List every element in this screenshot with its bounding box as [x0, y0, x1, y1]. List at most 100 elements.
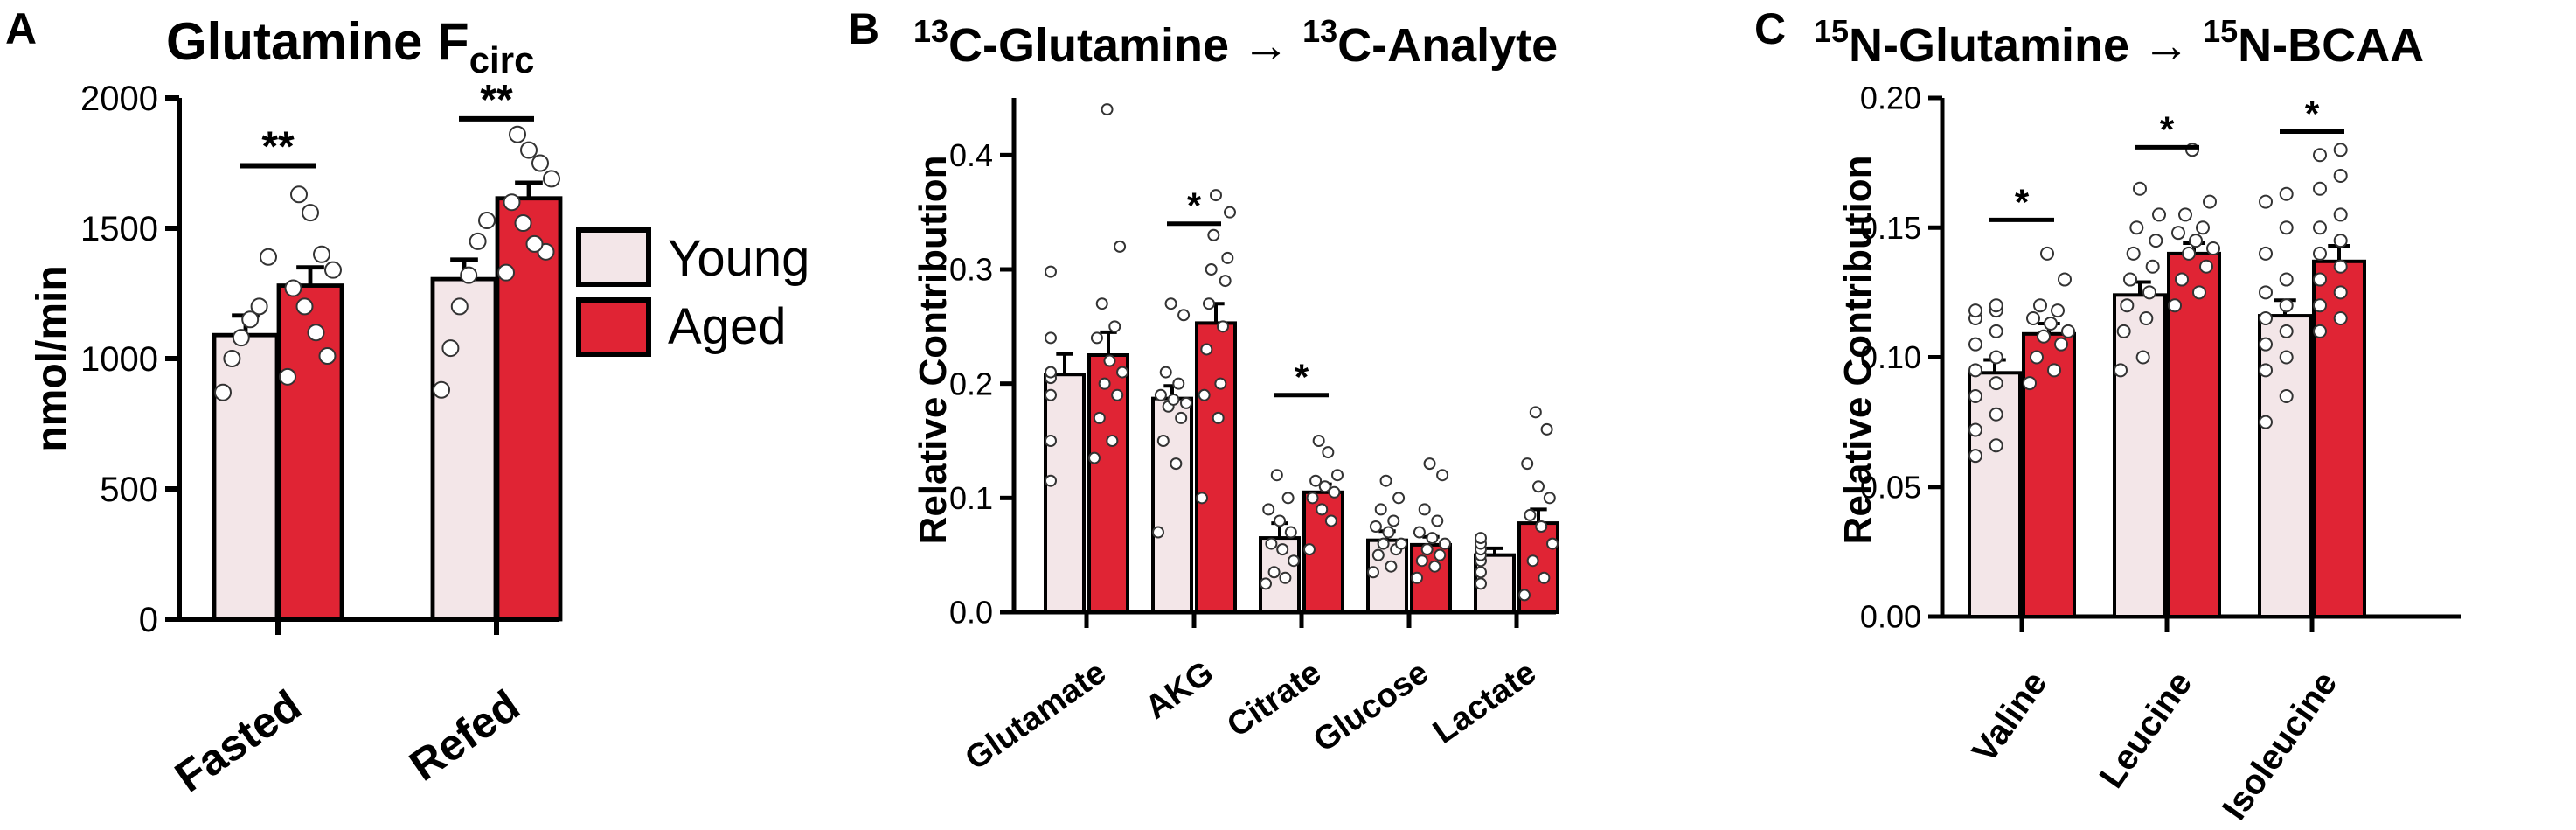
panel-c-data-point — [2259, 194, 2273, 209]
panel-a-y-tick-label: 1500 — [80, 210, 158, 248]
panel-b-data-point — [1309, 474, 1323, 487]
panel-a-data-point — [543, 170, 560, 188]
panel-c-letter: C — [1754, 4, 1786, 53]
panel-c-data-point — [2040, 246, 2054, 261]
panel-b-data-point — [1045, 388, 1057, 401]
panel-c-data-point — [2030, 350, 2044, 365]
panel-b-title: 13C-Glutamine → 13C-Analyte — [913, 13, 1558, 72]
panel-c-category-label: Valine — [1965, 665, 2054, 770]
panel-c-data-point — [2333, 143, 2348, 157]
panel-b-data-point — [1281, 492, 1295, 505]
panel-b-data-point — [1159, 366, 1172, 379]
panel-c-data-point — [2120, 298, 2135, 313]
panel-c-data-point — [2196, 220, 2210, 235]
panel-c-data-point — [2171, 226, 2185, 241]
panel-c-data-point — [1989, 407, 2003, 422]
panel-b-letter: B — [848, 4, 879, 53]
panel-a-data-point — [279, 367, 296, 386]
panel-b-data-point — [1418, 503, 1431, 516]
panel-a-category-label: Fasted — [166, 680, 309, 801]
panel-b-data-point — [1116, 366, 1128, 379]
panel-c-data-point — [2279, 186, 2294, 201]
panel-b-bar-young — [1044, 373, 1086, 614]
panel-b-data-point — [1524, 508, 1537, 521]
panel-b-data-point — [1303, 543, 1316, 556]
panel-c-significance-label: * — [2305, 94, 2320, 135]
panel-c-data-point — [2047, 363, 2061, 378]
panel-b-y-tick-label: 0.4 — [949, 137, 993, 173]
panel-a-data-point — [290, 185, 308, 204]
panel-b-data-point — [1436, 469, 1449, 482]
panel-b-data-point — [1045, 435, 1057, 447]
panel-c-data-point — [2199, 259, 2213, 274]
panel-b-data-point — [1540, 422, 1553, 436]
panel-b-data-point — [1423, 457, 1436, 471]
panel-c-data-point — [2279, 350, 2294, 365]
panel-c-data-point — [2054, 337, 2068, 352]
panel-c: C 15N-Glutamine → 15N-BCAA Relative Cont… — [1754, 4, 2461, 827]
panel-a-category-label: Refed — [400, 680, 528, 791]
panel-c-data-point — [2033, 298, 2047, 313]
panel-c-data-point — [2189, 234, 2203, 248]
panel-a-data-point — [531, 154, 549, 172]
panel-a-data-point — [313, 245, 330, 263]
panel-c-data-point — [2313, 298, 2327, 313]
panel-b-data-point — [1203, 297, 1215, 310]
panel-c-title: 15N-Glutamine → 15N-BCAA — [1814, 13, 2424, 72]
panel-b-data-point — [1312, 435, 1325, 447]
panel-a-y-tick-label: 2000 — [80, 80, 158, 118]
panel-b-y-tick-label: 0.2 — [949, 366, 993, 401]
panel-c-title-part-1: N-Glutamine → — [1849, 19, 2203, 72]
panel-b-significance-label: * — [1295, 357, 1309, 398]
legend-aged-label: Aged — [668, 298, 786, 355]
panel-b-data-point — [1260, 577, 1272, 590]
panel-b-data-point — [1434, 548, 1447, 561]
panel-b-data-point — [1196, 492, 1208, 505]
panel-b-data-point — [1267, 566, 1281, 579]
legend: Young Aged — [576, 227, 809, 357]
panel-c-data-point — [2313, 220, 2327, 235]
panel-c-data-point — [2259, 363, 2273, 378]
panel-b-data-point — [1306, 492, 1319, 505]
panel-a-title-sub: circ — [469, 39, 535, 80]
panel-c-data-point — [2135, 350, 2150, 365]
panel-b-data-point — [1395, 537, 1407, 550]
panel-a-data-point — [250, 297, 268, 316]
panel-a-data-point — [307, 324, 325, 342]
panel-b-data-point — [1521, 457, 1534, 471]
panel-a-data-point — [460, 266, 478, 284]
panel-b-data-point — [1090, 331, 1103, 345]
panel-b-y-tick-label: 0.0 — [949, 595, 993, 631]
panel-c-data-point — [2139, 311, 2154, 326]
panel-b-data-point — [1274, 514, 1286, 527]
panel-a-bar-aged — [276, 283, 344, 622]
panel-c-data-point — [1968, 422, 1982, 437]
panel-c-data-point — [2313, 148, 2327, 163]
panel-b-data-point — [1167, 393, 1180, 406]
panel-c-y-tick-label: 0.20 — [1860, 80, 1921, 116]
panel-b-data-point — [1431, 514, 1444, 527]
panel-b-data-point — [1413, 526, 1426, 539]
panel-a-significance-label: ** — [480, 77, 513, 123]
panel-c-data-point — [1989, 298, 2003, 313]
panel-b-data-point — [1367, 566, 1379, 579]
panel-c-data-point — [2333, 234, 2348, 248]
panel-b-data-point — [1205, 263, 1218, 276]
panel-a-y-tick-label: 0 — [139, 601, 158, 639]
panel-c-data-point — [2129, 220, 2144, 235]
panel-c-data-point — [2023, 376, 2037, 391]
panel-a-data-point — [469, 232, 487, 250]
panel-c-data-point — [2313, 272, 2327, 287]
panel-b-data-point — [1164, 297, 1177, 310]
panel-c-data-point — [2182, 246, 2196, 261]
panel-b-data-point — [1387, 514, 1400, 527]
panel-c-data-point — [1968, 388, 1982, 403]
panel-c-y-tick-label: 0.05 — [1860, 469, 1921, 505]
panel-a-data-point — [241, 310, 260, 329]
panel-c-data-point — [1968, 303, 1982, 318]
panel-c-data-point — [2333, 168, 2348, 183]
panel-c-data-point — [2116, 324, 2131, 338]
panel-c-data-point — [2259, 337, 2273, 352]
